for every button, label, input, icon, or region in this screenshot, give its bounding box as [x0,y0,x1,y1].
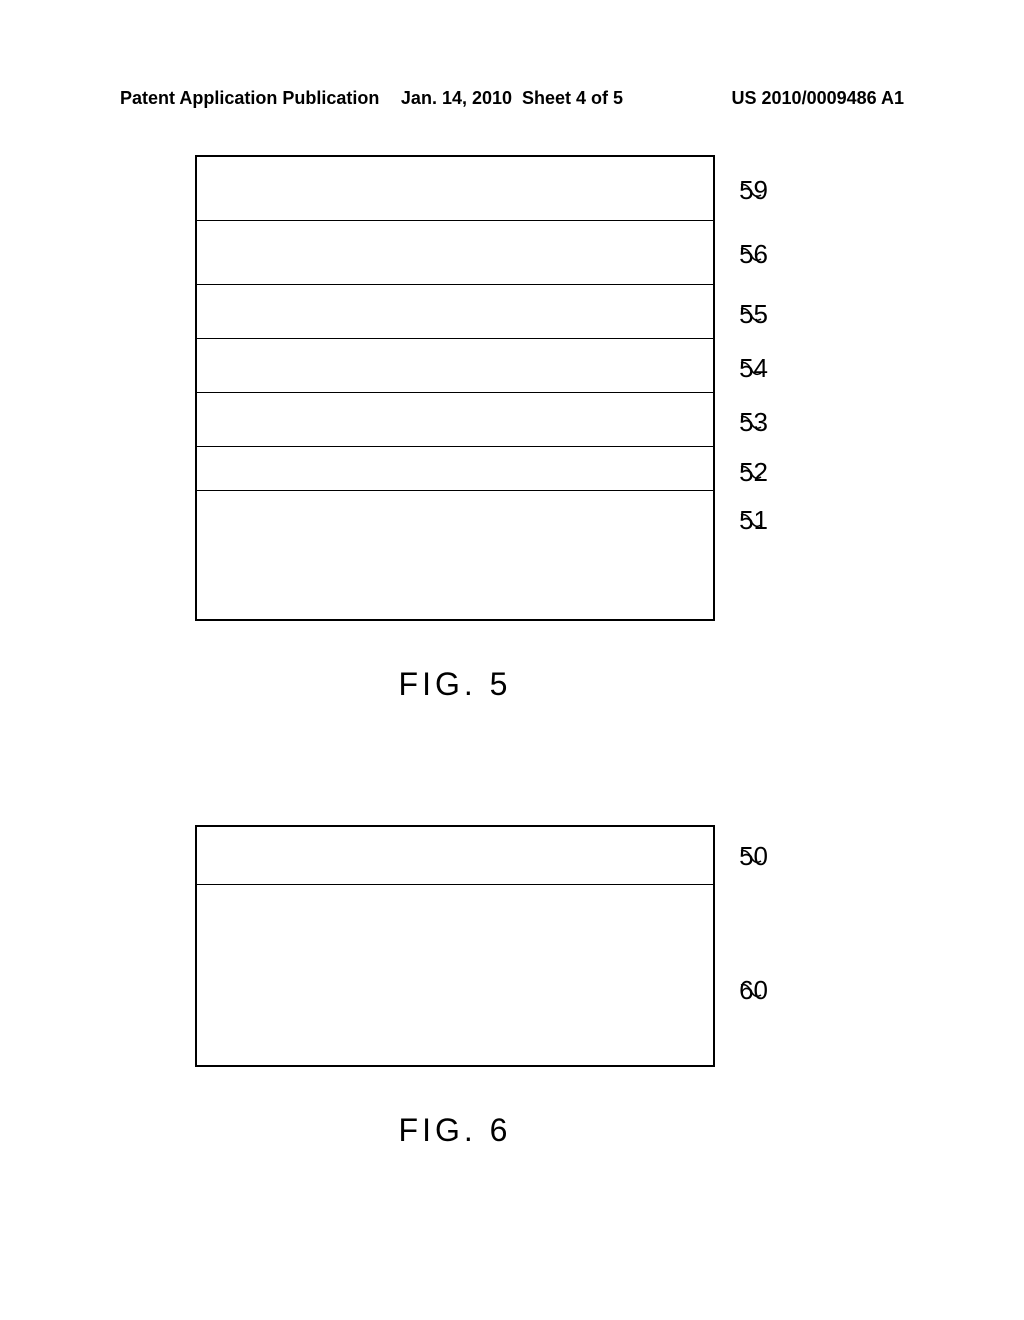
layer-label-connector: 51 [739,505,768,536]
layer-label-connector: 50 [739,841,768,872]
figure-5-caption: FIG. 5 [195,666,715,703]
layer-label-connector: 54 [739,353,768,384]
figure-5-stack: 59565554535251 [195,155,715,621]
layer-56: 56 [197,221,713,285]
layer-60: 60 [197,885,713,1065]
layer-label-connector: 55 [739,299,768,330]
layer-59: 59 [197,157,713,221]
layer-53: 53 [197,393,713,447]
layer-label-connector: 59 [739,175,768,206]
layer-label-connector: 52 [739,457,768,488]
layer-50: 50 [197,827,713,885]
connector-curve-icon [739,181,763,201]
connector-curve-icon [739,981,763,1001]
layer-55: 55 [197,285,713,339]
date-sheet-label: Jan. 14, 2010 Sheet 4 of 5 [381,88,642,109]
publication-label: Patent Application Publication [120,88,381,109]
connector-curve-icon [739,511,763,531]
connector-curve-icon [739,413,763,433]
layer-54: 54 [197,339,713,393]
docnum-label: US 2010/0009486 A1 [643,88,904,109]
connector-curve-icon [739,305,763,325]
figure-6-caption: FIG. 6 [195,1112,715,1149]
page-header: Patent Application Publication Jan. 14, … [0,88,1024,109]
layer-52: 52 [197,447,713,491]
layer-label-connector: 53 [739,407,768,438]
connector-curve-icon [739,245,763,265]
layer-51: 51 [197,491,713,619]
figure-6-stack: 5060 [195,825,715,1067]
connector-curve-icon [739,847,763,867]
layer-label-connector: 60 [739,975,768,1006]
connector-curve-icon [739,463,763,483]
connector-curve-icon [739,359,763,379]
figure-6: 5060 FIG. 6 [195,825,715,1149]
layer-label-connector: 56 [739,239,768,270]
figure-5: 59565554535251 FIG. 5 [195,155,715,703]
